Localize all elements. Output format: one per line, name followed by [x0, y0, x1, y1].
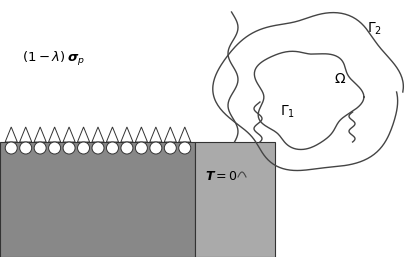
- Polygon shape: [121, 127, 133, 142]
- Bar: [0, 142, 194, 257]
- Polygon shape: [34, 127, 46, 142]
- Text: $(1-\lambda)\,\boldsymbol{\sigma}_p$: $(1-\lambda)\,\boldsymbol{\sigma}_p$: [22, 50, 85, 68]
- Polygon shape: [135, 127, 147, 142]
- Circle shape: [106, 142, 118, 154]
- Bar: [194, 142, 274, 257]
- Polygon shape: [106, 127, 118, 142]
- Circle shape: [121, 142, 132, 154]
- Text: $\Gamma_2$: $\Gamma_2$: [367, 21, 382, 37]
- Polygon shape: [19, 127, 32, 142]
- Circle shape: [149, 142, 162, 154]
- Polygon shape: [164, 127, 176, 142]
- Text: $\Omega$: $\Omega$: [333, 72, 345, 86]
- Circle shape: [34, 142, 46, 154]
- Polygon shape: [178, 127, 190, 142]
- Circle shape: [178, 142, 190, 154]
- Circle shape: [63, 142, 75, 154]
- Circle shape: [135, 142, 147, 154]
- Polygon shape: [149, 127, 162, 142]
- Circle shape: [20, 142, 32, 154]
- Polygon shape: [49, 127, 60, 142]
- Polygon shape: [92, 127, 104, 142]
- Text: $\Gamma_1$: $\Gamma_1$: [280, 104, 295, 120]
- Circle shape: [92, 142, 104, 154]
- Circle shape: [77, 142, 90, 154]
- Circle shape: [5, 142, 17, 154]
- Polygon shape: [5, 127, 17, 142]
- Polygon shape: [63, 127, 75, 142]
- Polygon shape: [77, 127, 90, 142]
- Circle shape: [49, 142, 60, 154]
- Text: $\boldsymbol{T} = 0$: $\boldsymbol{T} = 0$: [205, 170, 237, 183]
- Circle shape: [164, 142, 176, 154]
